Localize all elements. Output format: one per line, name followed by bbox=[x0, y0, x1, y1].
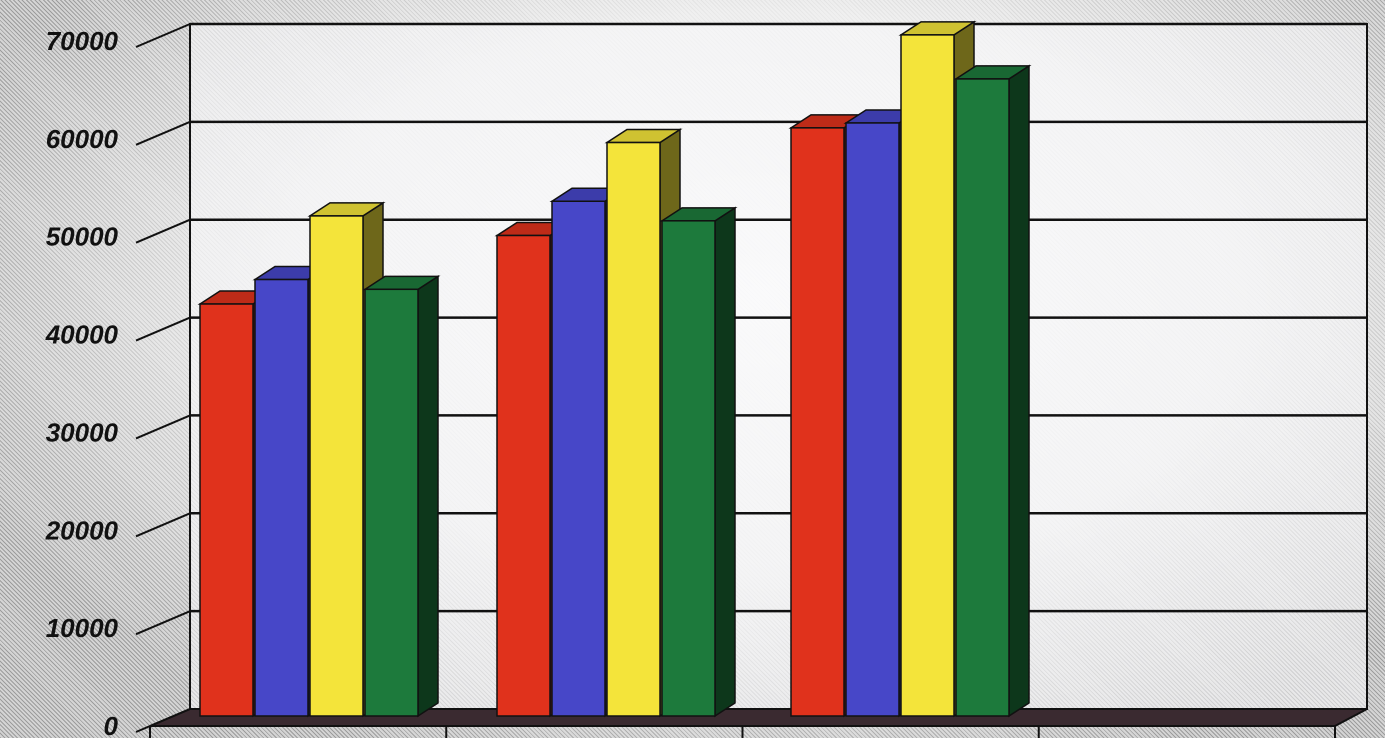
tick-mark bbox=[135, 708, 191, 733]
bar-front bbox=[661, 220, 716, 717]
y-tick-label: 50000 bbox=[46, 222, 119, 252]
bar bbox=[953, 64, 1032, 718]
bar-front bbox=[606, 141, 661, 717]
y-axis: 0 10000 20000 30000 40000 50000 60000 70000 bbox=[45, 23, 191, 738]
y-tick-label: 0 bbox=[104, 711, 119, 738]
bar-side bbox=[714, 206, 736, 718]
y-tick-label: 30000 bbox=[46, 417, 119, 447]
bar-front bbox=[551, 200, 606, 717]
tick-mark bbox=[135, 414, 191, 440]
bar-front bbox=[845, 122, 900, 717]
tick-mark bbox=[135, 23, 191, 48]
bar-front bbox=[790, 127, 845, 717]
tick-mark bbox=[135, 120, 191, 146]
bar bbox=[362, 274, 441, 718]
bar-side bbox=[1008, 64, 1030, 718]
y-tick-label: 60000 bbox=[46, 124, 119, 154]
bar-front bbox=[955, 78, 1010, 717]
bar-front bbox=[364, 288, 419, 717]
tick-mark bbox=[135, 512, 191, 538]
bar-side bbox=[417, 274, 439, 718]
bar-front bbox=[254, 278, 309, 717]
bar-front bbox=[900, 34, 955, 717]
y-tick-label: 10000 bbox=[46, 613, 119, 643]
bar-front bbox=[496, 234, 551, 717]
bar-front bbox=[309, 215, 364, 717]
tick-mark bbox=[135, 610, 191, 636]
y-tick-label: 20000 bbox=[45, 515, 119, 545]
bars bbox=[197, 20, 1032, 718]
y-tick-label: 40000 bbox=[45, 320, 119, 350]
bar-front bbox=[199, 303, 254, 717]
bar bbox=[659, 206, 738, 718]
y-tick-label: 70000 bbox=[46, 26, 119, 56]
tick-mark bbox=[135, 218, 191, 244]
tick-mark bbox=[135, 316, 191, 342]
